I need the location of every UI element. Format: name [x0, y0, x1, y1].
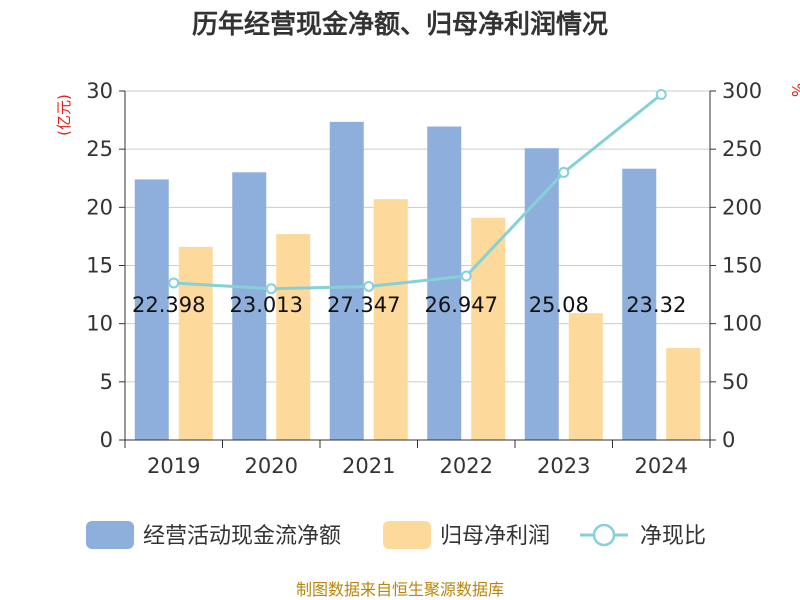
grid [125, 90, 710, 383]
legend-swatch-ratio-marker [592, 523, 616, 547]
y-left-tick-label: 10 [86, 312, 113, 336]
legend-swatch-cashflow [86, 521, 134, 549]
bar-profit [276, 234, 311, 440]
y-left-tick-label: 0 [100, 428, 113, 452]
ratio-point [265, 283, 277, 295]
y-right-tick-label: 150 [722, 254, 762, 278]
data-label-cashflow: 23.013 [230, 293, 303, 317]
ratio-point [558, 166, 570, 178]
y-right-tick-label: 250 [722, 137, 762, 161]
y-right-unit: % [788, 83, 800, 97]
y-right-tick-label: 50 [722, 370, 749, 394]
ratio-point [460, 270, 472, 282]
legend-label-profit: 归母净利润 [440, 524, 550, 549]
bar-cashflow [427, 126, 462, 440]
bar-cashflow [329, 121, 364, 441]
legend-label-ratio: 净现比 [640, 524, 706, 549]
legend: 经营活动现金流净额 归母净利润 净现比 [86, 521, 706, 549]
y-left-tick-label: 20 [86, 195, 113, 219]
y-right-tick-label: 0 [722, 428, 735, 452]
y-right-tick-label: 100 [722, 312, 762, 336]
y-right-tick-label: 200 [722, 195, 762, 219]
bar-profit [666, 348, 701, 440]
bar-profit [568, 313, 603, 440]
bars [134, 121, 701, 441]
bar-cashflow [622, 168, 657, 440]
y-left-tick-label: 5 [100, 370, 113, 394]
data-label-cashflow: 25.08 [529, 293, 589, 317]
bar-profit [471, 217, 506, 440]
ratio-point [655, 88, 667, 100]
y-right-tick-label: 300 [722, 79, 762, 103]
x-tick-label: 2024 [635, 454, 688, 478]
x-tick-label: 2019 [147, 454, 200, 478]
chart-title: 历年经营现金净额、归母净利润情况 [192, 9, 608, 40]
ratio-point [363, 280, 375, 292]
data-labels: 22.398 23.013 27.347 26.947 25.08 23.32 [132, 293, 686, 317]
y-left-tick-label: 25 [86, 137, 113, 161]
ratio-point [168, 277, 180, 289]
y-left-tick-label: 15 [86, 254, 113, 278]
x-tick-label: 2021 [342, 454, 395, 478]
legend-swatch-profit [383, 521, 431, 549]
line-series [168, 88, 667, 295]
y-left-unit: (亿元) [55, 94, 73, 136]
data-label-cashflow: 23.32 [626, 293, 686, 317]
bar-cashflow [134, 179, 169, 441]
source-note: 制图数据来自恒生聚源数据库 [296, 580, 504, 599]
data-label-cashflow: 27.347 [327, 293, 400, 317]
data-label-cashflow: 22.398 [132, 293, 205, 317]
x-tick-label: 2022 [440, 454, 493, 478]
bar-profit [373, 199, 408, 440]
bar-cashflow [232, 172, 267, 440]
ratio-line [173, 93, 663, 291]
x-tick-label: 2020 [245, 454, 298, 478]
legend-label-cashflow: 经营活动现金流净额 [143, 524, 341, 549]
bar-profit [178, 246, 213, 440]
x-tick-label: 2023 [537, 454, 590, 478]
data-label-cashflow: 26.947 [425, 293, 498, 317]
y-left-tick-label: 30 [86, 79, 113, 103]
